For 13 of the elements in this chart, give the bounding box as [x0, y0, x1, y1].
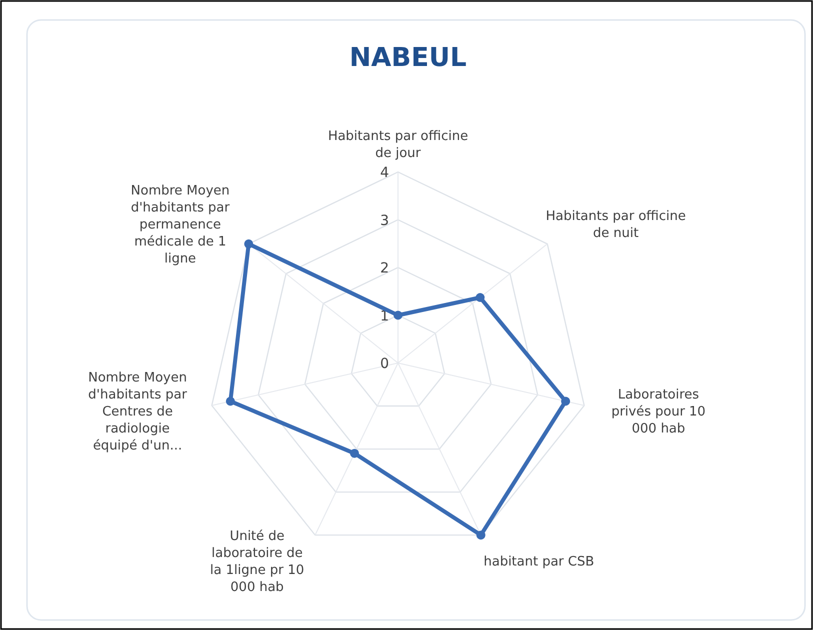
spoke-label: habitant par CSB	[484, 554, 594, 570]
y-tick-label: 2	[380, 260, 389, 276]
chart-title: NABEUL	[349, 43, 467, 73]
spoke-label: Habitants par officine de nuit	[546, 209, 686, 242]
spoke-label: Nombre Moyen d'habitants par Centres de radiologie équipé d'un...	[88, 370, 188, 454]
y-tick-label: 3	[380, 212, 389, 229]
y-tick-label: 0	[380, 356, 389, 372]
spoke-label: Unité de laboratoire de la 1ligne pr 10 000 hab	[210, 529, 304, 596]
spoke-label: Nombre Moyen d'habitants par permanence médicale de 1 ligne	[130, 184, 230, 267]
y-tick-label: 4	[380, 165, 390, 181]
spoke-label: Laboratoires privés pour 10 000 hab	[611, 388, 706, 437]
y-tick-label: 1	[380, 308, 389, 324]
spoke-label: Habitants par officine de jour	[328, 129, 468, 161]
